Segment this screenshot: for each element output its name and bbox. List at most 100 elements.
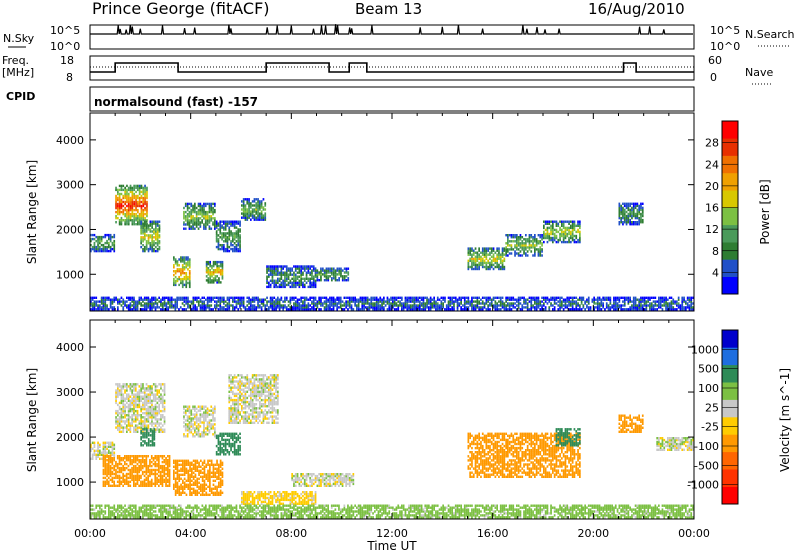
power-cell xyxy=(541,308,543,311)
velocity-cell xyxy=(158,466,160,470)
velocity-cell xyxy=(153,430,156,433)
power-cell xyxy=(102,308,105,311)
velocity-cell xyxy=(120,420,123,423)
power-cell xyxy=(185,308,187,311)
power-cell xyxy=(190,215,193,218)
power-cell xyxy=(219,273,222,276)
velocity-cell xyxy=(134,418,137,421)
power-cell xyxy=(291,283,293,287)
power-cell xyxy=(309,265,311,268)
power-cell xyxy=(587,308,590,311)
power-cell xyxy=(483,304,486,307)
velocity-data-cells xyxy=(90,374,694,519)
power-cell xyxy=(503,267,506,271)
power-cell xyxy=(507,298,509,301)
power-cell xyxy=(356,304,358,307)
velocity-cell xyxy=(147,395,150,398)
velocity-cell xyxy=(124,409,126,413)
velocity-cell xyxy=(153,428,156,431)
power-cell xyxy=(620,218,622,222)
power-cell xyxy=(204,210,207,214)
power-cell xyxy=(131,194,134,198)
power-cell xyxy=(377,306,380,309)
power-cell xyxy=(108,249,110,253)
power-cell xyxy=(638,308,640,311)
power-cell xyxy=(478,257,480,260)
power-cell xyxy=(228,230,231,233)
power-cell xyxy=(223,247,225,251)
power-cell xyxy=(133,306,135,309)
velocity-cell xyxy=(120,418,123,421)
power-cell xyxy=(543,232,545,236)
velocity-cell xyxy=(109,443,112,446)
power-cell xyxy=(302,277,304,280)
power-cell xyxy=(197,208,200,212)
power-cell xyxy=(242,216,245,219)
power-cell xyxy=(544,232,547,236)
power-cell xyxy=(131,204,134,208)
power-cell xyxy=(580,296,583,299)
power-cell xyxy=(640,308,642,311)
power-cell xyxy=(226,242,229,245)
power-cell xyxy=(294,300,297,303)
velocity-cell xyxy=(99,453,101,456)
power-cell xyxy=(181,272,184,275)
power-cell xyxy=(185,300,187,303)
power-cell xyxy=(266,265,268,268)
velocity-cell xyxy=(163,478,166,482)
power-cell xyxy=(156,240,159,243)
power-cell xyxy=(296,271,299,274)
power-cell xyxy=(226,249,229,253)
power-cell xyxy=(596,296,599,299)
power-cell xyxy=(399,296,401,299)
power-cell xyxy=(530,304,533,307)
power-cell xyxy=(282,285,284,289)
power-cell xyxy=(530,300,533,303)
velocity-cell xyxy=(149,460,151,464)
power-cell xyxy=(218,277,220,280)
power-cell xyxy=(566,300,569,303)
power-cell xyxy=(273,306,276,309)
velocity-cell xyxy=(160,393,162,396)
power-cell xyxy=(146,192,148,196)
velocity-cell xyxy=(131,391,133,394)
power-cell xyxy=(137,204,139,208)
power-cell xyxy=(217,300,220,303)
power-cell xyxy=(167,308,169,311)
power-cell xyxy=(129,306,132,309)
power-cell xyxy=(690,308,693,311)
power-cell xyxy=(99,300,101,303)
power-cell xyxy=(223,296,225,299)
velocity-cell xyxy=(165,476,167,480)
power-cell xyxy=(312,298,315,301)
power-cell xyxy=(303,277,306,280)
power-cell xyxy=(253,200,256,203)
power-cell xyxy=(499,265,502,269)
power-cell xyxy=(374,308,376,311)
power-cell xyxy=(204,221,207,224)
power-cell xyxy=(142,192,145,196)
power-cell xyxy=(433,304,435,307)
velocity-cell xyxy=(102,464,105,468)
power-cell xyxy=(154,308,157,311)
velocity-cell xyxy=(127,403,130,407)
velocity-cell xyxy=(143,459,146,462)
power-cell xyxy=(179,296,182,299)
power-cell xyxy=(124,219,126,222)
power-cell xyxy=(146,204,148,208)
velocity-cell xyxy=(117,422,119,425)
power-cell xyxy=(188,206,191,210)
power-cell xyxy=(366,300,369,303)
velocity-cell xyxy=(133,470,135,474)
power-cell xyxy=(620,308,622,311)
power-cell xyxy=(564,302,567,305)
velocity-cell xyxy=(127,405,130,409)
power-cell xyxy=(275,304,277,307)
power-cell xyxy=(618,210,621,214)
power-cell xyxy=(453,306,455,309)
power-cell xyxy=(250,218,252,221)
power-cell xyxy=(282,265,284,268)
power-cell xyxy=(264,216,267,219)
velocity-cell xyxy=(131,476,133,480)
